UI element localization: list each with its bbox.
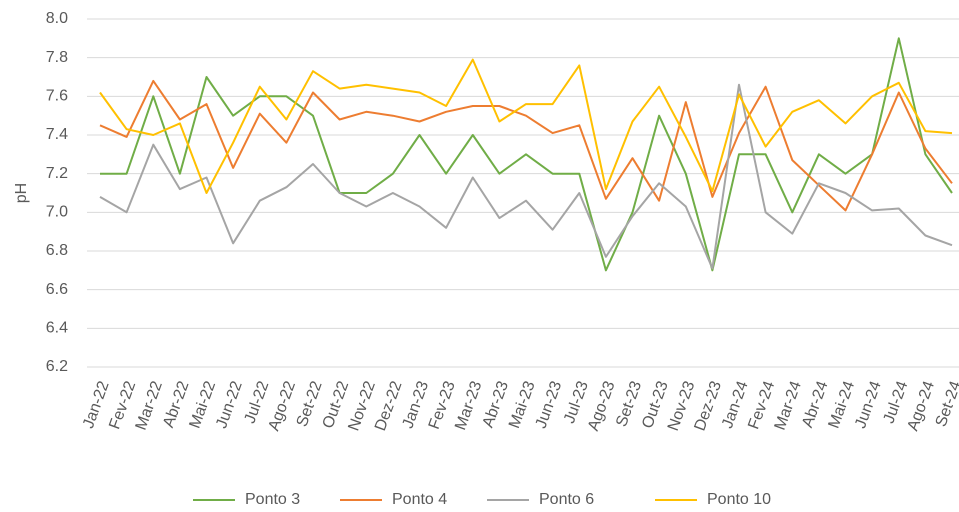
y-tick-label: 7.0 <box>46 204 68 221</box>
y-tick-label: 6.4 <box>46 320 68 337</box>
legend-label: Ponto 4 <box>392 491 447 508</box>
y-tick-label: 7.8 <box>46 49 68 66</box>
y-axis-label: pH <box>13 183 30 203</box>
series-line <box>99 58 953 194</box>
y-tick-label: 6.6 <box>46 281 68 298</box>
series-line <box>100 37 953 272</box>
y-tick-label: 7.4 <box>46 126 68 143</box>
series-line <box>99 83 953 270</box>
y-tick-label: 6.8 <box>46 242 68 259</box>
legend-label: Ponto 6 <box>539 491 594 508</box>
legend-label: Ponto 3 <box>245 491 300 508</box>
y-tick-label: 6.2 <box>46 358 68 375</box>
y-tick-label: 7.2 <box>46 165 68 182</box>
y-tick-label: 8.0 <box>46 10 68 27</box>
legend-label: Ponto 10 <box>707 491 771 508</box>
series-line <box>99 79 953 212</box>
y-tick-label: 7.6 <box>46 88 68 105</box>
